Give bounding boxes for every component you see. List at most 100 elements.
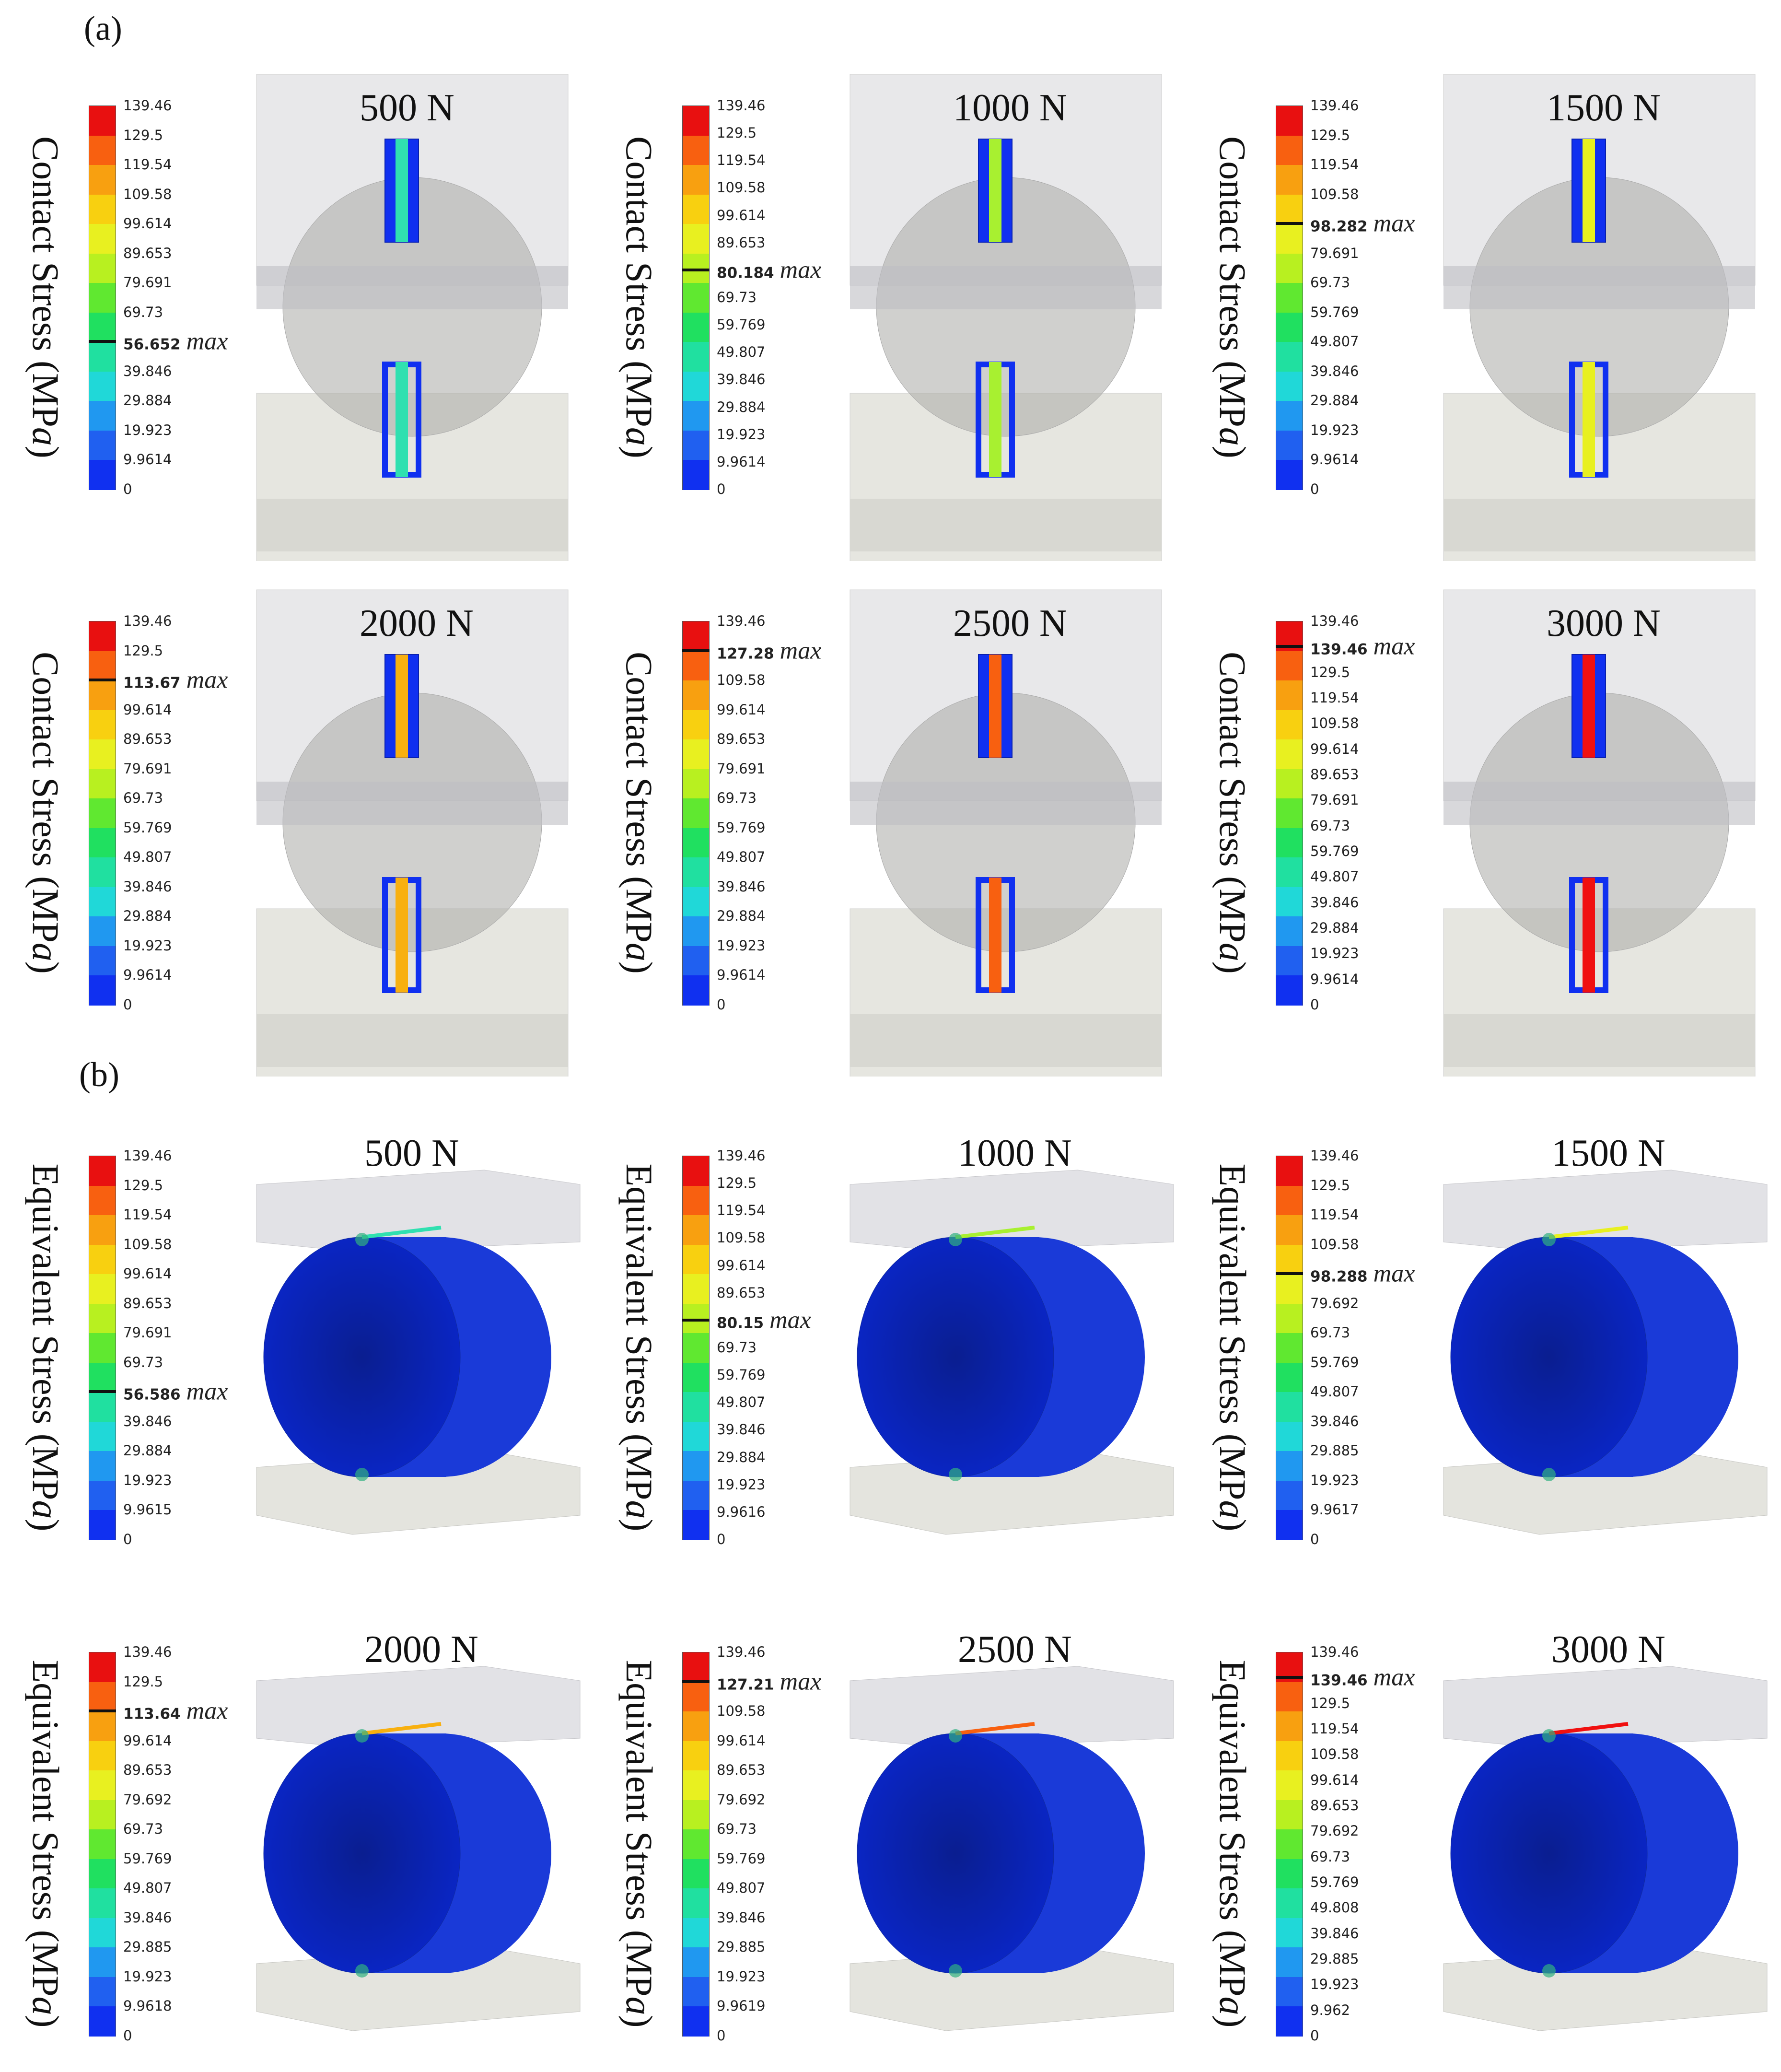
tick-label: 79.692 xyxy=(717,1791,765,1808)
contact-line-stress xyxy=(1548,1722,1629,1735)
tick-label: 19.923 xyxy=(123,1968,172,1985)
tick-value: 0 xyxy=(1310,1531,1319,1547)
color-band xyxy=(1276,371,1303,402)
tick-label: 0 xyxy=(1310,996,1319,1013)
tick-label: 19.923 xyxy=(717,937,765,954)
tick-value: 0 xyxy=(717,996,726,1013)
tick-label: 29.884 xyxy=(1310,392,1359,409)
color-band xyxy=(683,1741,709,1771)
axis-title-unit: a xyxy=(618,1996,660,2015)
upper-hotspot xyxy=(355,1233,369,1246)
axis-title: Equivalent Stress (MPa) xyxy=(1211,1628,1254,2060)
tick-label: 139.46 xyxy=(717,1644,765,1660)
max-value-label: 98.288 max xyxy=(1310,1260,1415,1288)
tick-value: 139.46 xyxy=(1310,641,1368,658)
tick-value: 80.184 xyxy=(717,264,774,282)
upper-plate xyxy=(256,1666,581,1748)
color-band xyxy=(1276,165,1303,195)
tick-value: 139.46 xyxy=(123,97,172,114)
tick-label: 79.692 xyxy=(1310,1295,1359,1311)
tick-label: 39.846 xyxy=(1310,1413,1359,1429)
color-band xyxy=(1276,857,1303,888)
color-band xyxy=(89,1947,116,1978)
color-band xyxy=(89,828,116,858)
axis-title-unit: a xyxy=(25,942,67,961)
tick-value: 109.58 xyxy=(1310,715,1359,732)
tick-label: 39.846 xyxy=(123,878,172,895)
tick-value: 69.73 xyxy=(717,1339,757,1356)
axis-title: Equivalent Stress (MPa) xyxy=(617,1132,661,1563)
tick-label: 29.885 xyxy=(717,1939,765,1955)
tick-label: 0 xyxy=(123,2027,132,2044)
color-band xyxy=(89,224,116,254)
color-band xyxy=(683,739,709,770)
color-band xyxy=(683,857,709,888)
tick-label: 29.884 xyxy=(717,399,765,415)
tick-label: 29.884 xyxy=(123,392,172,409)
max-value-label: 80.184 max xyxy=(717,256,821,284)
model-wrap xyxy=(1436,1657,1772,2072)
tick-value: 129.5 xyxy=(123,1673,163,1690)
tick-value: 139.46 xyxy=(1310,97,1359,114)
color-bar xyxy=(682,1652,710,2037)
tick-value: 49.807 xyxy=(717,344,766,361)
tick-label: 19.923 xyxy=(717,426,765,443)
tick-label: 39.846 xyxy=(123,363,172,379)
color-band xyxy=(1276,1918,1303,1948)
tick-value: 39.846 xyxy=(717,1421,766,1438)
color-band xyxy=(683,460,709,490)
tick-label: 89.653 xyxy=(717,234,765,251)
color-band xyxy=(683,1918,709,1948)
tick-value: 89.653 xyxy=(717,1284,766,1301)
tick-value: 19.923 xyxy=(123,1968,172,1985)
color-bar xyxy=(1276,621,1303,1006)
color-band xyxy=(1276,769,1303,799)
color-band xyxy=(1276,975,1303,1006)
upper-contact-stress xyxy=(989,655,1001,758)
max-tag: max xyxy=(186,1697,228,1725)
color-band xyxy=(89,946,116,976)
fe-model-view xyxy=(256,74,569,605)
tick-value: 109.58 xyxy=(717,1229,766,1246)
tick-value: 139.46 xyxy=(717,1147,766,1164)
max-marker xyxy=(682,649,710,652)
tick-label: 69.73 xyxy=(123,304,163,320)
color-band xyxy=(89,1303,116,1334)
tick-value: 139.46 xyxy=(1310,613,1359,629)
tick-label: 29.885 xyxy=(1310,1442,1359,1459)
color-band xyxy=(1276,1156,1303,1186)
color-band xyxy=(1276,1215,1303,1245)
color-band xyxy=(1276,710,1303,740)
tick-value: 79.692 xyxy=(1310,1295,1359,1311)
tick-label: 139.46 xyxy=(1310,97,1359,114)
max-tag: max xyxy=(1373,632,1415,660)
color-band xyxy=(89,460,116,490)
tick-label: 0 xyxy=(1310,2027,1319,2044)
max-tag: max xyxy=(780,256,822,284)
color-band xyxy=(1276,946,1303,976)
tick-value: 139.46 xyxy=(123,1644,172,1660)
roller-face xyxy=(1450,1733,1648,1974)
plate-edge xyxy=(256,266,568,309)
tick-label: 19.923 xyxy=(123,422,172,438)
force-label: 3000 N xyxy=(1547,602,1661,644)
tick-value: 29.884 xyxy=(1310,920,1359,936)
tick-label: 139.46 xyxy=(123,613,172,629)
color-band xyxy=(683,1770,709,1801)
max-tag: max xyxy=(780,1668,822,1696)
tick-label: 119.54 xyxy=(1310,156,1359,173)
tick-label: 0 xyxy=(123,996,132,1013)
model-wrap xyxy=(249,1657,585,2072)
color-band xyxy=(89,1711,116,1742)
panel-a-6: Contact Stress (MPa) 139.46 139.46 max 129.5… xyxy=(1187,583,1781,1120)
fe-model-view xyxy=(1443,74,1756,605)
tick-label: 119.54 xyxy=(717,1202,765,1218)
tick-label: 0 xyxy=(717,481,725,497)
color-band xyxy=(1276,135,1303,166)
tick-value: 109.58 xyxy=(1310,1236,1359,1253)
lower-plate-base xyxy=(1443,499,1755,551)
contact-line-stress xyxy=(955,1226,1035,1239)
color-band xyxy=(683,1859,709,1889)
lower-hotspot xyxy=(355,1468,369,1481)
tick-value: 29.884 xyxy=(717,1449,766,1465)
